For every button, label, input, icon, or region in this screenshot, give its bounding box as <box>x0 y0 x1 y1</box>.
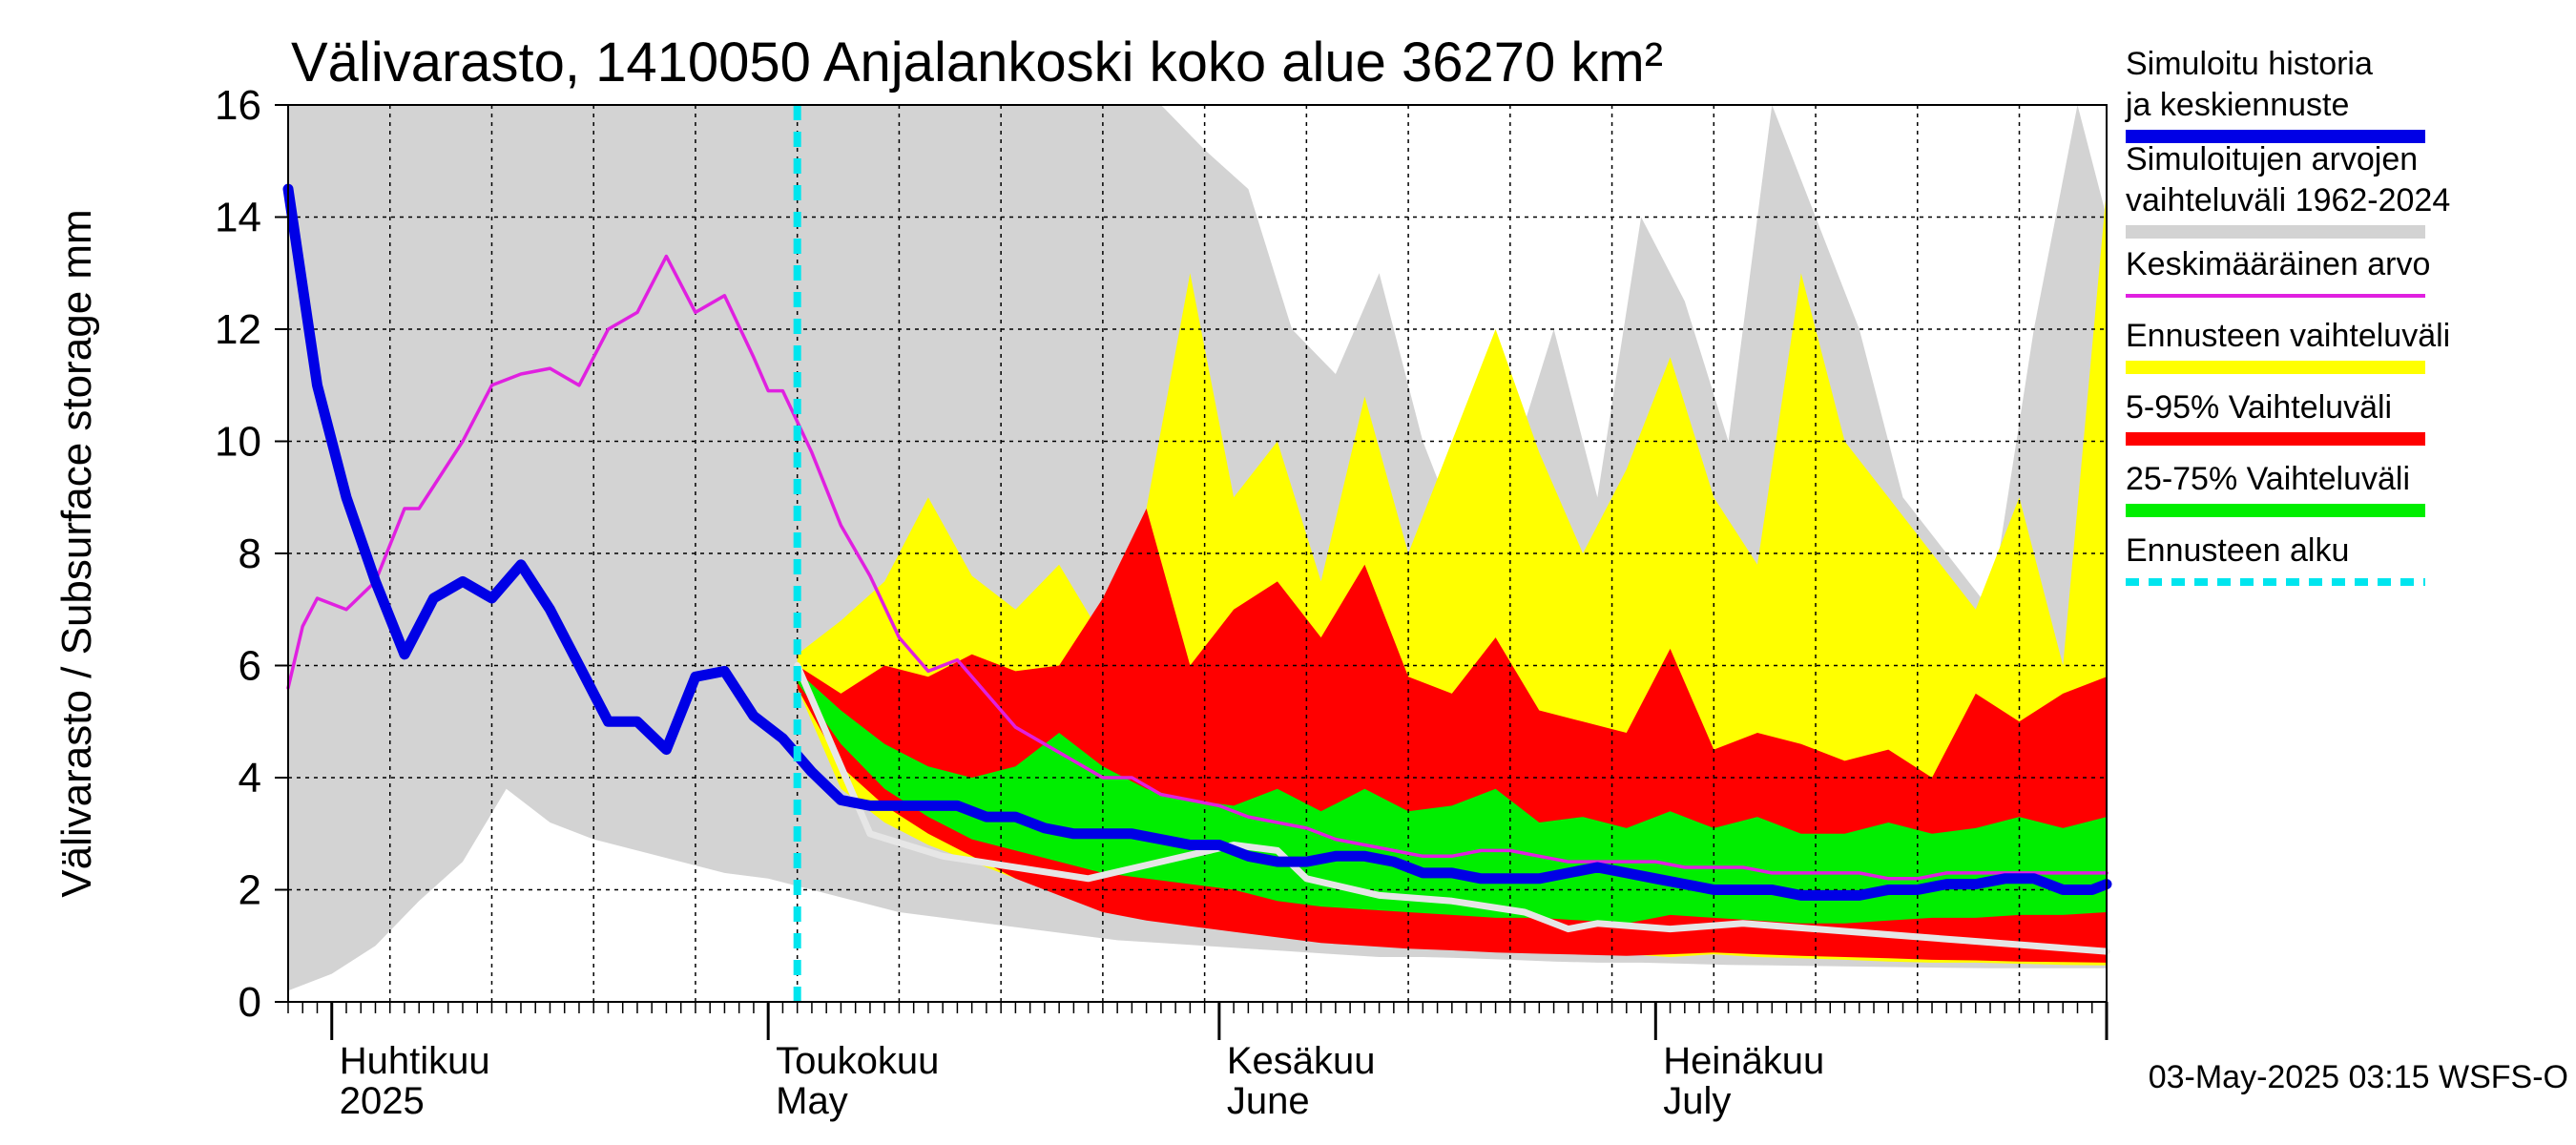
x-month-label: Heinäkuu <box>1663 1040 1824 1082</box>
legend-label: ja keskiennuste <box>2125 87 2349 123</box>
y-axis-ticks: 0 2 4 6 8 10 12 14 16 <box>215 82 288 1026</box>
y-tick-label: 4 <box>239 755 261 802</box>
chart-title: Välivarasto, 1410050 Anjalankoski koko a… <box>291 31 1663 94</box>
y-tick-label: 6 <box>239 643 261 690</box>
legend-label: Simuloitujen arvojen <box>2126 141 2418 177</box>
x-month-sublabel: May <box>776 1080 848 1122</box>
long-term-mean-line <box>286 254 2109 881</box>
x-month-sublabel: July <box>1663 1080 1731 1122</box>
y-tick-label: 14 <box>215 195 261 241</box>
x-month-label: Toukokuu <box>776 1040 939 1082</box>
legend: Simuloitu historia ja keskiennuste Simuloi… <box>2125 46 2450 586</box>
y-tick-label: 0 <box>239 979 261 1026</box>
white-line <box>794 662 2110 955</box>
legend-label: Keskimääräinen arvo <box>2126 246 2430 282</box>
simulated-mean-line <box>282 183 2112 901</box>
p25-75-band <box>797 671 2108 924</box>
y-tick-label: 2 <box>239 867 261 914</box>
footer-timestamp: 03-May-2025 03:15 WSFS-O <box>2149 1059 2568 1095</box>
x-month-label: Huhtikuu <box>340 1040 490 1082</box>
plot-area <box>282 104 2112 1003</box>
y-tick-label: 16 <box>215 82 261 129</box>
x-month-label: Kesäkuu <box>1227 1040 1376 1082</box>
legend-label: 25-75% Vaihteluväli <box>2126 461 2410 497</box>
legend-label: Ennusteen vaihteluväli <box>2126 318 2450 354</box>
x-month-sublabel: June <box>1227 1080 1310 1122</box>
y-axis-label: Välivarasto / Subsurface storage mm <box>53 209 100 897</box>
y-tick-label: 8 <box>239 531 261 577</box>
legend-label: Ennusteen alku <box>2126 532 2349 569</box>
y-tick-label: 10 <box>215 419 261 466</box>
y-tick-label: 12 <box>215 306 261 353</box>
legend-label: Simuloitu historia <box>2126 46 2373 82</box>
legend-label: vaihteluväli 1962-2024 <box>2126 182 2450 219</box>
legend-label: 5-95% Vaihteluväli <box>2126 389 2392 426</box>
x-month-sublabel: 2025 <box>340 1080 425 1122</box>
